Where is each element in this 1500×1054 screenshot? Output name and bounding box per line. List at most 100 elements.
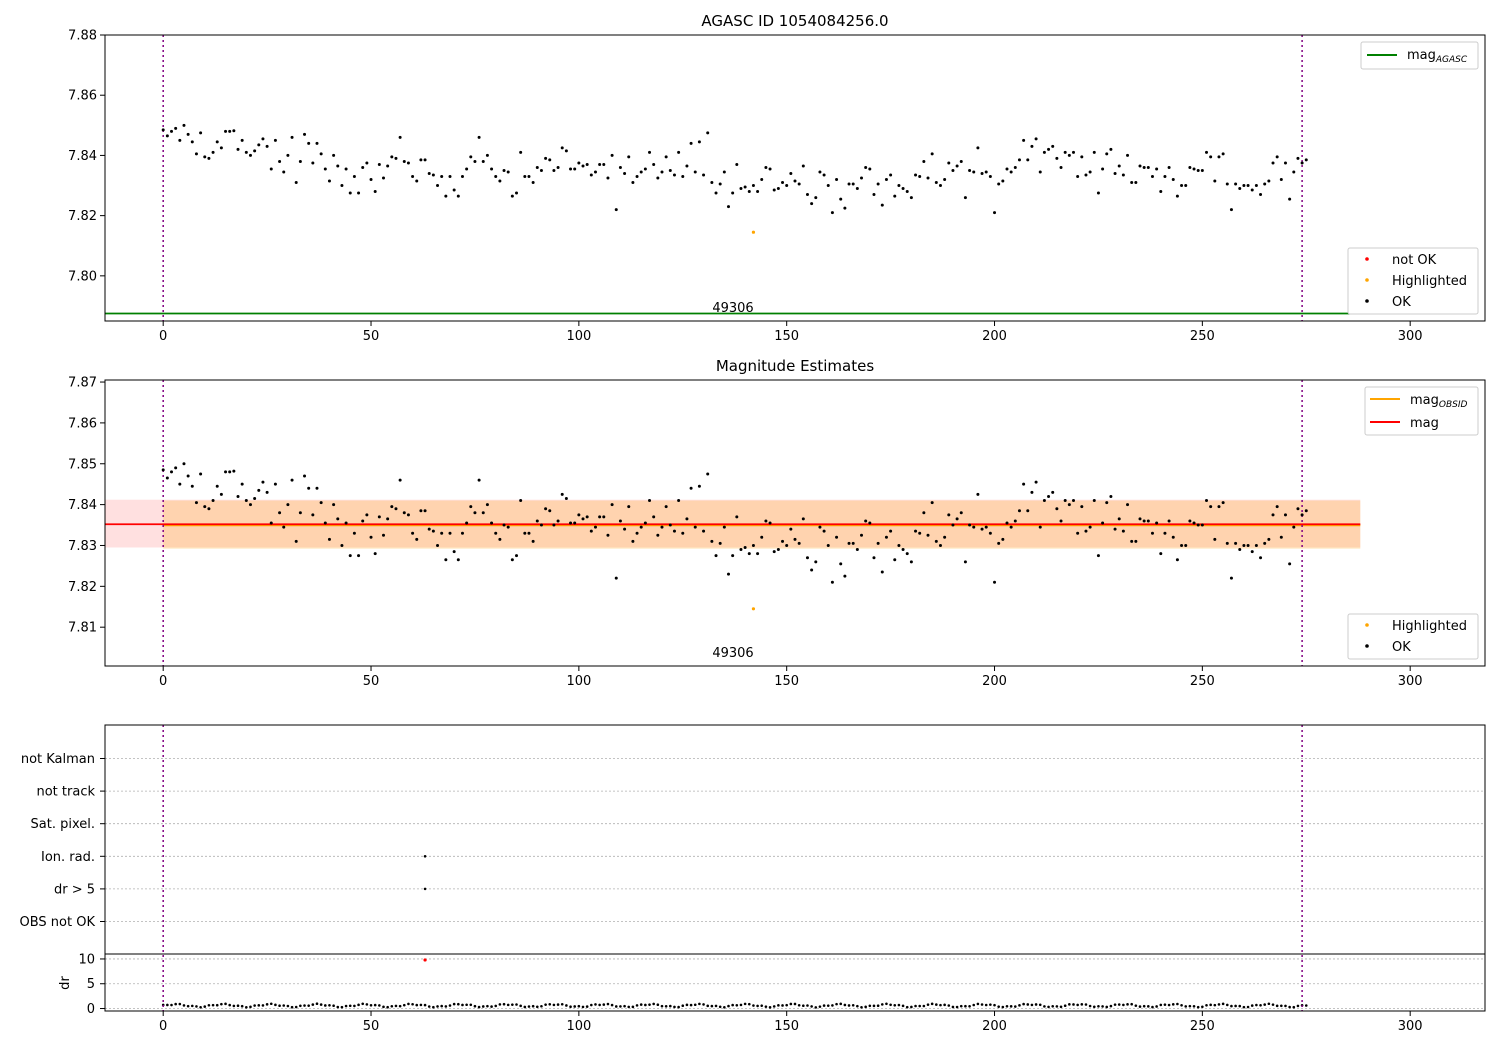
dr-point <box>253 1004 256 1007</box>
dr-point <box>452 1002 456 1006</box>
dr-point <box>614 1005 618 1008</box>
ok-point <box>444 194 448 198</box>
ok-point <box>614 576 618 580</box>
ok-point <box>1080 505 1084 509</box>
ok-point <box>751 184 755 188</box>
ok-point <box>830 580 834 584</box>
ok-point <box>963 560 967 564</box>
ok-point <box>714 191 718 195</box>
dr-outlier-point <box>423 958 427 962</box>
dr-point <box>402 1003 406 1007</box>
ok-point <box>776 187 780 191</box>
ok-point <box>303 132 307 136</box>
ok-point <box>818 170 822 174</box>
legend-mag: mag <box>1410 416 1439 431</box>
ok-point <box>1076 174 1080 178</box>
ok-point <box>1146 519 1150 523</box>
ok-point <box>1221 152 1225 156</box>
dr-point <box>315 1002 319 1006</box>
dr-point <box>415 1003 419 1007</box>
dr-point <box>490 1005 493 1008</box>
ok-point <box>918 531 922 535</box>
dr-ytick-label: 5 <box>87 977 95 992</box>
dr-point <box>980 1003 984 1006</box>
dr-point <box>556 1003 560 1006</box>
dr-point <box>369 1003 373 1007</box>
dr-point <box>885 1002 888 1006</box>
ok-point <box>1076 531 1080 535</box>
agasc-xtick-label: 300 <box>1398 329 1423 344</box>
ok-point <box>1254 184 1258 188</box>
ok-point <box>756 552 760 556</box>
ok-point <box>781 181 785 185</box>
ok-point <box>278 159 282 163</box>
ok-point <box>581 164 585 168</box>
ok-point <box>361 165 365 169</box>
ok-point <box>182 123 186 127</box>
dr-point <box>652 1002 655 1006</box>
ok-point <box>1005 167 1009 171</box>
ok-point <box>835 178 839 182</box>
dr-point <box>673 1005 676 1009</box>
dr-point <box>947 1004 951 1007</box>
estimates-ytick-label: 7.84 <box>68 498 97 513</box>
estimates-xtick-label: 150 <box>774 674 799 689</box>
estimates-ytick-label: 7.83 <box>68 539 97 554</box>
ok-point <box>1017 158 1021 162</box>
ok-point <box>785 543 789 547</box>
ok-point <box>747 190 751 194</box>
ok-point <box>332 153 336 157</box>
dr-point <box>1304 1004 1308 1007</box>
dr-point <box>457 1002 460 1006</box>
ok-point <box>390 505 394 509</box>
ok-point <box>993 211 997 215</box>
dr-point <box>1101 1005 1104 1008</box>
ok-point <box>868 167 872 171</box>
ok-point <box>1009 525 1013 529</box>
ok-point <box>224 129 228 133</box>
ok-point <box>872 556 876 560</box>
ok-point <box>1130 539 1134 543</box>
ok-point <box>228 129 232 133</box>
ok-point <box>1200 168 1204 172</box>
dr-point <box>997 1005 1000 1008</box>
ok-point <box>855 548 859 552</box>
ok-point <box>423 158 427 162</box>
ok-point <box>211 499 215 503</box>
ok-point <box>1092 499 1096 503</box>
dr-point <box>1284 1004 1287 1008</box>
ok-point <box>772 550 776 554</box>
dr-point <box>382 1005 385 1009</box>
estimates-line-legend: magOBSID mag <box>1364 386 1479 436</box>
ok-point <box>839 562 843 566</box>
ok-point <box>1171 535 1175 539</box>
dr-point <box>1030 1003 1034 1007</box>
dr-point <box>976 1002 980 1006</box>
dr-point <box>818 1005 822 1008</box>
ok-point <box>224 470 228 474</box>
dr-point <box>785 1003 788 1007</box>
ok-point <box>203 155 207 159</box>
dr-point <box>552 1003 556 1007</box>
dr-point <box>502 1002 506 1006</box>
ok-point <box>544 156 548 160</box>
dr-point <box>959 1004 963 1008</box>
ok-point <box>959 159 963 163</box>
dr-point <box>1263 1003 1266 1006</box>
ok-point <box>976 146 980 150</box>
dr-ytick-label: 0 <box>87 1002 95 1017</box>
ok-point <box>810 202 814 206</box>
dr-point <box>756 1004 759 1008</box>
ok-point <box>909 196 913 200</box>
ok-point <box>1071 150 1075 154</box>
dr-point <box>170 1003 173 1007</box>
dr-point <box>1088 1004 1092 1008</box>
ok-point <box>1096 191 1100 195</box>
ok-point <box>909 560 913 564</box>
ok-point <box>685 517 689 521</box>
ok-point <box>369 535 373 539</box>
ok-point <box>860 176 864 180</box>
ok-point <box>282 170 286 174</box>
ok-point <box>219 492 223 496</box>
dr-point <box>257 1004 261 1007</box>
